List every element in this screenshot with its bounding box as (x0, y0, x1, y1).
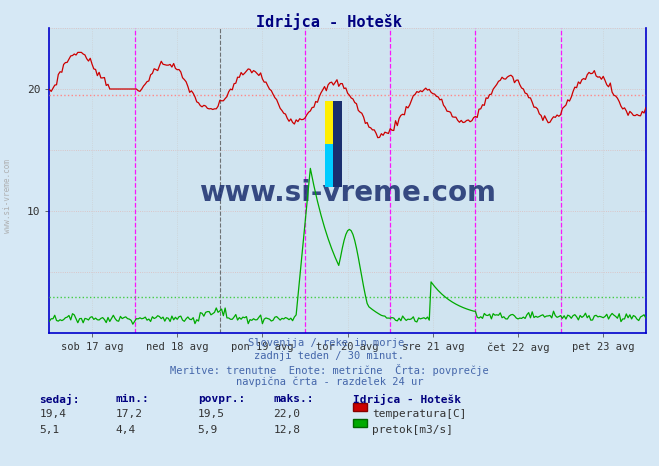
Text: zadnji teden / 30 minut.: zadnji teden / 30 minut. (254, 351, 405, 361)
Text: 12,8: 12,8 (273, 425, 301, 435)
Text: 5,9: 5,9 (198, 425, 218, 435)
Text: 17,2: 17,2 (115, 409, 142, 419)
Text: temperatura[C]: temperatura[C] (372, 409, 467, 419)
Text: 4,4: 4,4 (115, 425, 136, 435)
Text: 19,4: 19,4 (40, 409, 67, 419)
Text: Idrijca - Hotešk: Idrijca - Hotešk (256, 13, 403, 30)
Text: navpična črta - razdelek 24 ur: navpična črta - razdelek 24 ur (236, 377, 423, 388)
Text: 5,1: 5,1 (40, 425, 60, 435)
Text: maks.:: maks.: (273, 394, 314, 404)
Text: povpr.:: povpr.: (198, 394, 245, 404)
Bar (333, 101, 342, 187)
Text: Idrijca - Hotešk: Idrijca - Hotešk (353, 394, 461, 405)
Text: Meritve: trenutne  Enote: metrične  Črta: povprečje: Meritve: trenutne Enote: metrične Črta: … (170, 364, 489, 376)
Bar (324, 101, 333, 144)
Text: pretok[m3/s]: pretok[m3/s] (372, 425, 453, 435)
Bar (324, 144, 333, 187)
Text: sedaj:: sedaj: (40, 394, 80, 405)
Text: 22,0: 22,0 (273, 409, 301, 419)
Text: www.si-vreme.com: www.si-vreme.com (199, 179, 496, 207)
Text: www.si-vreme.com: www.si-vreme.com (3, 159, 13, 233)
Text: Slovenija / reke in morje.: Slovenija / reke in morje. (248, 338, 411, 348)
Text: min.:: min.: (115, 394, 149, 404)
Text: 19,5: 19,5 (198, 409, 225, 419)
